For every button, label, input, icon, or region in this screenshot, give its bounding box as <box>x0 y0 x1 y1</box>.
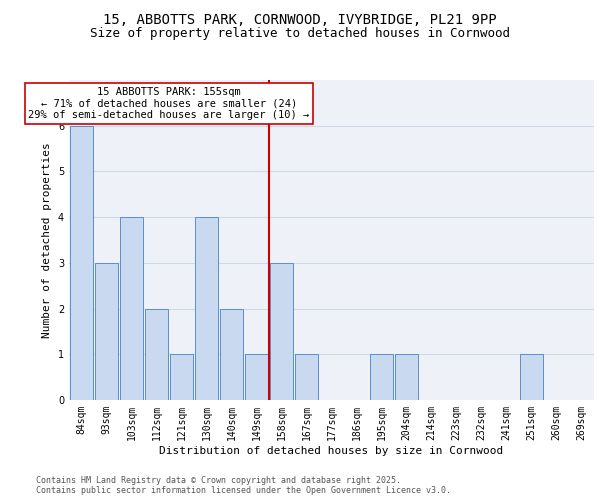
Bar <box>170 354 193 400</box>
Text: Size of property relative to detached houses in Cornwood: Size of property relative to detached ho… <box>90 28 510 40</box>
Y-axis label: Number of detached properties: Number of detached properties <box>43 142 52 338</box>
Bar <box>120 217 143 400</box>
Text: Contains HM Land Registry data © Crown copyright and database right 2025.
Contai: Contains HM Land Registry data © Crown c… <box>36 476 451 495</box>
Text: 15 ABBOTTS PARK: 155sqm
← 71% of detached houses are smaller (24)
29% of semi-de: 15 ABBOTTS PARK: 155sqm ← 71% of detache… <box>28 87 310 120</box>
Bar <box>370 354 393 400</box>
Bar <box>220 308 243 400</box>
Bar <box>70 126 93 400</box>
X-axis label: Distribution of detached houses by size in Cornwood: Distribution of detached houses by size … <box>160 446 503 456</box>
Bar <box>195 217 218 400</box>
Text: 15, ABBOTTS PARK, CORNWOOD, IVYBRIDGE, PL21 9PP: 15, ABBOTTS PARK, CORNWOOD, IVYBRIDGE, P… <box>103 12 497 26</box>
Bar <box>520 354 543 400</box>
Bar <box>270 263 293 400</box>
Bar <box>95 263 118 400</box>
Bar <box>245 354 268 400</box>
Bar <box>295 354 318 400</box>
Bar <box>145 308 168 400</box>
Bar <box>395 354 418 400</box>
